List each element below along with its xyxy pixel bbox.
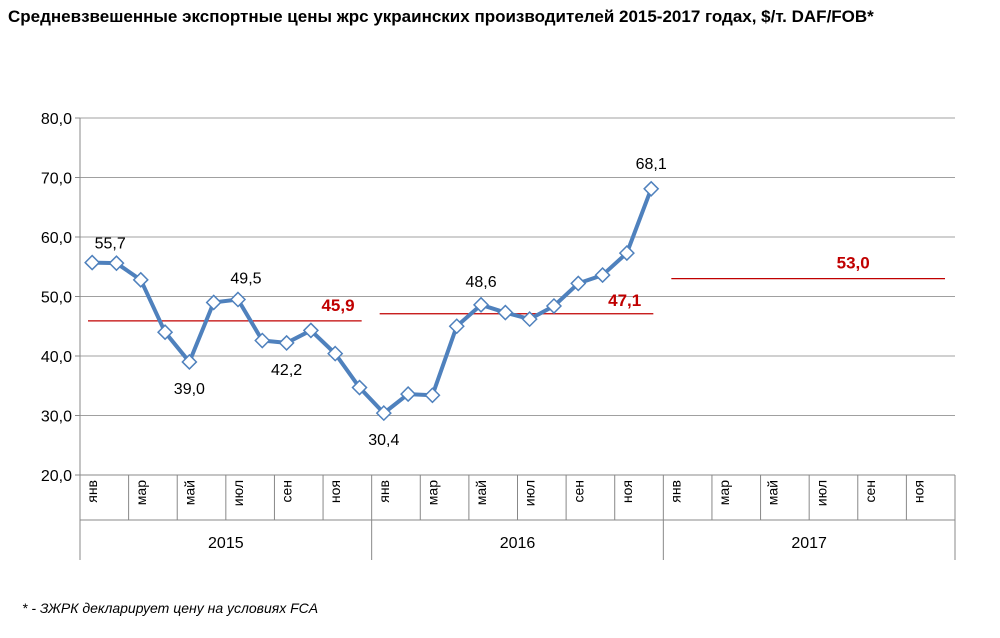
data-point [229,291,247,308]
month-label: май [765,480,781,505]
data-point [205,294,222,311]
y-tick-label: 40,0 [41,349,72,366]
y-tick-label: 60,0 [41,230,72,247]
average-label: 47,1 [608,291,641,310]
data-point [594,267,611,284]
month-label: сен [570,480,586,503]
data-label: 42,2 [271,362,302,379]
data-point [521,311,538,328]
footnote: * - ЗЖРК декларирует цену на условиях FC… [22,600,319,616]
month-label: май [473,480,489,505]
month-label: июл [522,480,538,506]
data-label: 30,4 [368,432,399,449]
month-label: янв [84,480,100,503]
month-label: ноя [619,480,635,503]
data-label: 49,5 [230,270,261,287]
month-label: май [181,480,197,505]
data-point [643,180,660,197]
month-label: янв [667,480,683,503]
month-label: янв [376,480,392,503]
data-point [424,387,441,404]
average-label: 53,0 [837,254,870,273]
data-point [545,297,563,315]
y-tick-label: 30,0 [41,409,72,426]
data-point [254,332,271,349]
data-label: 39,0 [174,381,205,398]
data-point [497,304,514,321]
data-point [327,345,344,362]
data-label: 68,1 [636,156,667,173]
data-point [448,318,465,335]
data-point [375,405,392,422]
data-point [351,379,368,396]
data-point [108,255,125,272]
y-tick-label: 50,0 [41,290,72,307]
chart-title: Средневзвешенные экспортные цены жрс укр… [8,7,874,26]
month-label: ноя [327,480,343,503]
year-label: 2016 [500,535,536,552]
data-point [618,245,635,262]
year-label: 2017 [791,535,827,552]
year-label: 2015 [208,535,244,552]
data-point [570,275,587,292]
y-tick-label: 80,0 [41,111,72,128]
month-label: сен [279,480,295,503]
month-label: мар [424,480,440,505]
data-point [181,353,198,371]
month-label: ноя [911,480,927,503]
data-point [400,386,417,403]
data-point [132,271,149,288]
y-tick-label: 70,0 [41,171,72,188]
data-point [157,324,174,341]
data-label: 55,7 [95,236,126,253]
data-point [302,322,319,339]
month-label: июл [230,480,246,506]
data-point [278,334,295,351]
month-label: мар [716,480,732,505]
average-label: 45,9 [321,296,354,315]
month-label: сен [862,480,878,503]
y-tick-label: 20,0 [41,468,72,485]
month-label: июл [813,480,829,506]
month-label: мар [133,480,149,505]
data-label: 48,6 [465,274,496,291]
series-line [92,188,654,416]
data-point [472,296,490,313]
data-point [84,254,101,271]
